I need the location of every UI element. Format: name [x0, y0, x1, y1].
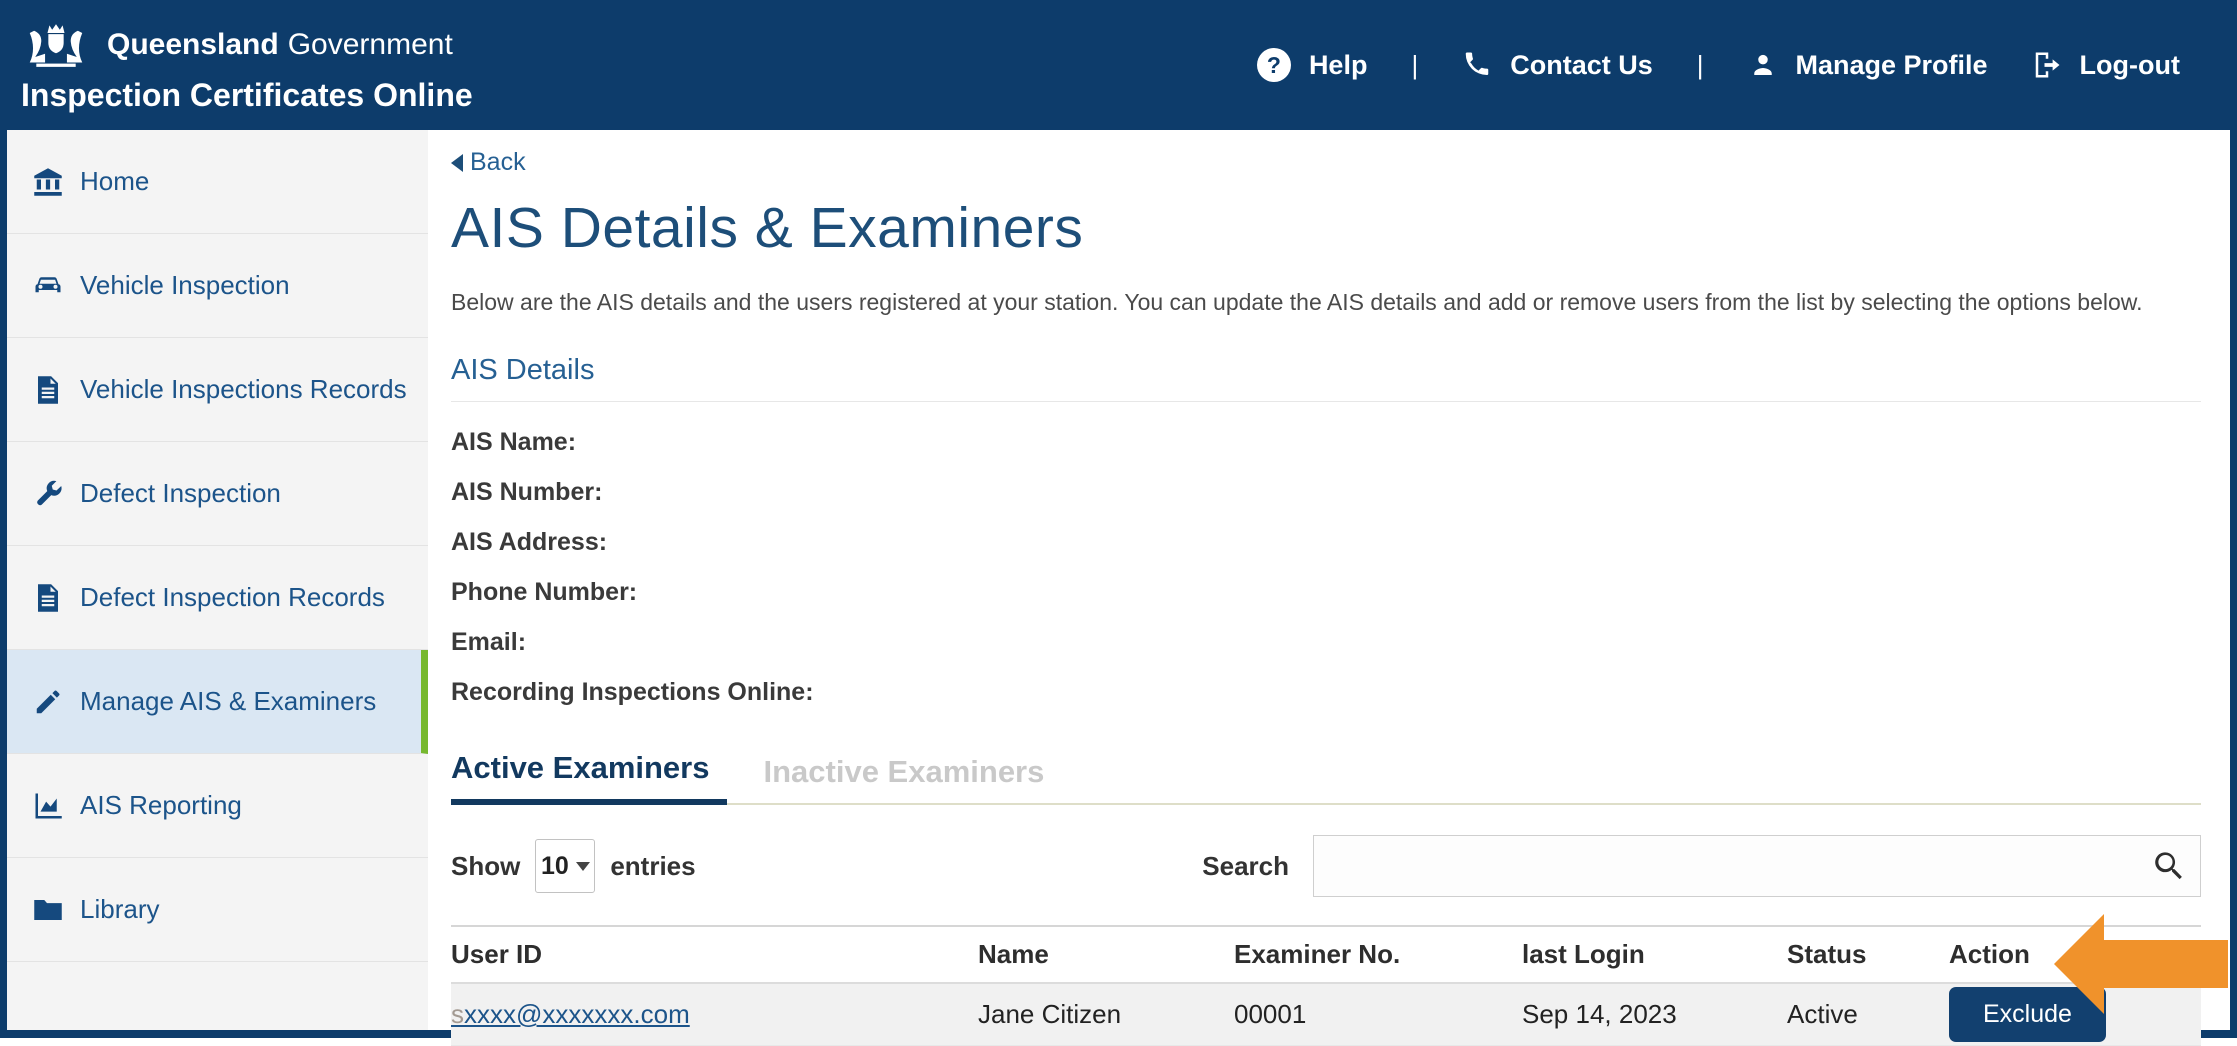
contact-us-link[interactable]: Contact Us — [1462, 50, 1653, 81]
sidebar-item-label: AIS Reporting — [80, 790, 242, 820]
user-id-link[interactable]: sxxxx@xxxxxxx.com — [451, 999, 690, 1029]
examiner-tabs: Active Examiners Inactive Examiners — [451, 750, 2201, 805]
search-box — [1313, 835, 2201, 897]
page-size-select[interactable]: 10 — [535, 839, 596, 893]
search-input[interactable] — [1313, 835, 2201, 897]
manage-profile-link[interactable]: Manage Profile — [1748, 50, 1988, 81]
sidebar-item-ais-reporting[interactable]: AIS Reporting — [7, 754, 428, 858]
help-label: Help — [1308, 49, 1368, 80]
back-link[interactable]: Back — [451, 148, 526, 177]
exclude-button[interactable]: Exclude — [1949, 987, 2106, 1042]
search-label: Search — [1202, 850, 1289, 881]
help-icon: ? — [1256, 48, 1291, 82]
user-id-text: xxxx@xxxxxxx.com — [464, 999, 690, 1029]
pointer-arrow-icon — [2054, 914, 2228, 1014]
pencil-icon — [36, 690, 60, 713]
logout-link[interactable]: Log-out — [2032, 50, 2180, 81]
sidebar-item-label: Vehicle Inspections Records — [80, 374, 407, 404]
cell-examiner-no: 00001 — [1234, 999, 1307, 1029]
examiners-table: User ID Name Examiner No. last Login Sta… — [451, 925, 2201, 1046]
brand-bold: Queensland — [107, 28, 279, 61]
page-title: AIS Details & Examiners — [451, 196, 1084, 260]
ais-name-label: AIS Name: — [451, 428, 577, 456]
column-header-user-id: User ID — [451, 939, 543, 969]
header-separator: | — [1696, 49, 1704, 80]
tab-active-examiners[interactable]: Active Examiners — [451, 750, 728, 805]
wrench-icon — [37, 480, 62, 505]
table-header-row: User ID Name Examiner No. last Login Sta… — [451, 925, 2201, 984]
sidebar-item-label: Defect Inspection Records — [80, 582, 385, 612]
main-content: Back AIS Details & Examiners Below are t… — [428, 130, 2230, 1046]
ais-details-heading: AIS Details — [451, 354, 2201, 402]
search-icon[interactable] — [2152, 849, 2186, 883]
show-label: Show — [451, 850, 521, 881]
person-icon — [1753, 54, 1772, 75]
column-header-examiner-no: Examiner No. — [1234, 939, 1401, 969]
help-link[interactable]: ? Help — [1256, 48, 1368, 82]
page-description: Below are the AIS details and the users … — [451, 289, 2143, 315]
contact-us-label: Contact Us — [1510, 49, 1653, 80]
brand-regular: Government — [287, 28, 453, 61]
document-icon — [38, 375, 58, 404]
back-label: Back — [470, 148, 526, 176]
sidebar-item-defect-inspection[interactable]: Defect Inspection — [7, 442, 428, 546]
folder-icon — [34, 899, 62, 920]
logout-icon — [2035, 52, 2060, 78]
app-title: Inspection Certificates Online — [21, 77, 473, 113]
user-id-prefix: s — [451, 999, 464, 1029]
sidebar-item-label: Home — [80, 166, 150, 196]
recording-inspections-online-label: Recording Inspections Online: — [451, 678, 814, 706]
ais-number-label: AIS Number: — [451, 478, 603, 506]
entries-label: entries — [610, 850, 696, 881]
chevron-down-icon — [575, 861, 590, 871]
table-controls: Show 10 entries Search — [451, 835, 2201, 897]
manage-profile-label: Manage Profile — [1795, 49, 1988, 80]
header-links: ? Help | Contact Us | Manage Profile Log… — [1256, 48, 2180, 82]
sidebar-item-label: Vehicle Inspection — [80, 270, 290, 300]
queensland-coat-of-arms-icon — [29, 24, 83, 67]
table-row: sxxxx@xxxxxxx.com Jane Citizen 00001 Sep… — [451, 984, 2201, 1046]
back-arrow-icon — [451, 153, 463, 172]
cell-status: Active — [1787, 999, 1858, 1029]
column-header-status: Status — [1787, 939, 1867, 969]
cell-last-login: Sep 14, 2023 — [1522, 999, 1677, 1029]
sidebar-item-defect-inspection-records[interactable]: Defect Inspection Records — [7, 546, 428, 650]
phone-number-label: Phone Number: — [451, 578, 638, 606]
brand: Queensland Government Inspection Certific… — [21, 16, 473, 114]
ais-address-label: AIS Address: — [451, 528, 608, 556]
sidebar-item-label: Library — [80, 894, 160, 924]
bank-icon — [34, 167, 62, 196]
cell-user-id: sxxxx@xxxxxxx.com — [451, 999, 978, 1030]
sidebar-item-library[interactable]: Library — [7, 858, 428, 962]
cell-name: Jane Citizen — [978, 999, 1122, 1029]
ais-details-fields: AIS Name: AIS Number: AIS Address: Phone… — [451, 428, 2201, 728]
document-icon — [38, 583, 58, 612]
sidebar-item-manage-ais-examiners[interactable]: Manage AIS & Examiners — [7, 650, 428, 754]
app-header: Queensland Government Inspection Certific… — [7, 0, 2230, 130]
car-icon — [35, 276, 61, 292]
cell-action: Exclude — [1949, 987, 2201, 1042]
logout-label: Log-out — [2079, 49, 2180, 80]
header-separator: | — [1411, 49, 1419, 80]
chart-icon — [35, 793, 62, 818]
sidebar-item-vehicle-inspection[interactable]: Vehicle Inspection — [7, 234, 428, 338]
brand-line: Queensland Government — [107, 28, 453, 62]
sidebar: Home Vehicle Inspection Vehicle Inspecti… — [7, 130, 428, 1030]
email-label: Email: — [451, 628, 527, 656]
tab-inactive-examiners[interactable]: Inactive Examiners — [763, 754, 1045, 789]
column-header-name: Name — [978, 939, 1049, 969]
column-header-last-login: last Login — [1522, 939, 1645, 969]
column-header-action: Action — [1949, 939, 2030, 969]
phone-icon — [1465, 52, 1489, 76]
sidebar-item-home[interactable]: Home — [7, 130, 428, 234]
page-size-value: 10 — [540, 851, 569, 880]
sidebar-item-label: Manage AIS & Examiners — [80, 686, 377, 716]
sidebar-item-label: Defect Inspection — [80, 478, 281, 508]
sidebar-item-vehicle-inspections-records[interactable]: Vehicle Inspections Records — [7, 338, 428, 442]
